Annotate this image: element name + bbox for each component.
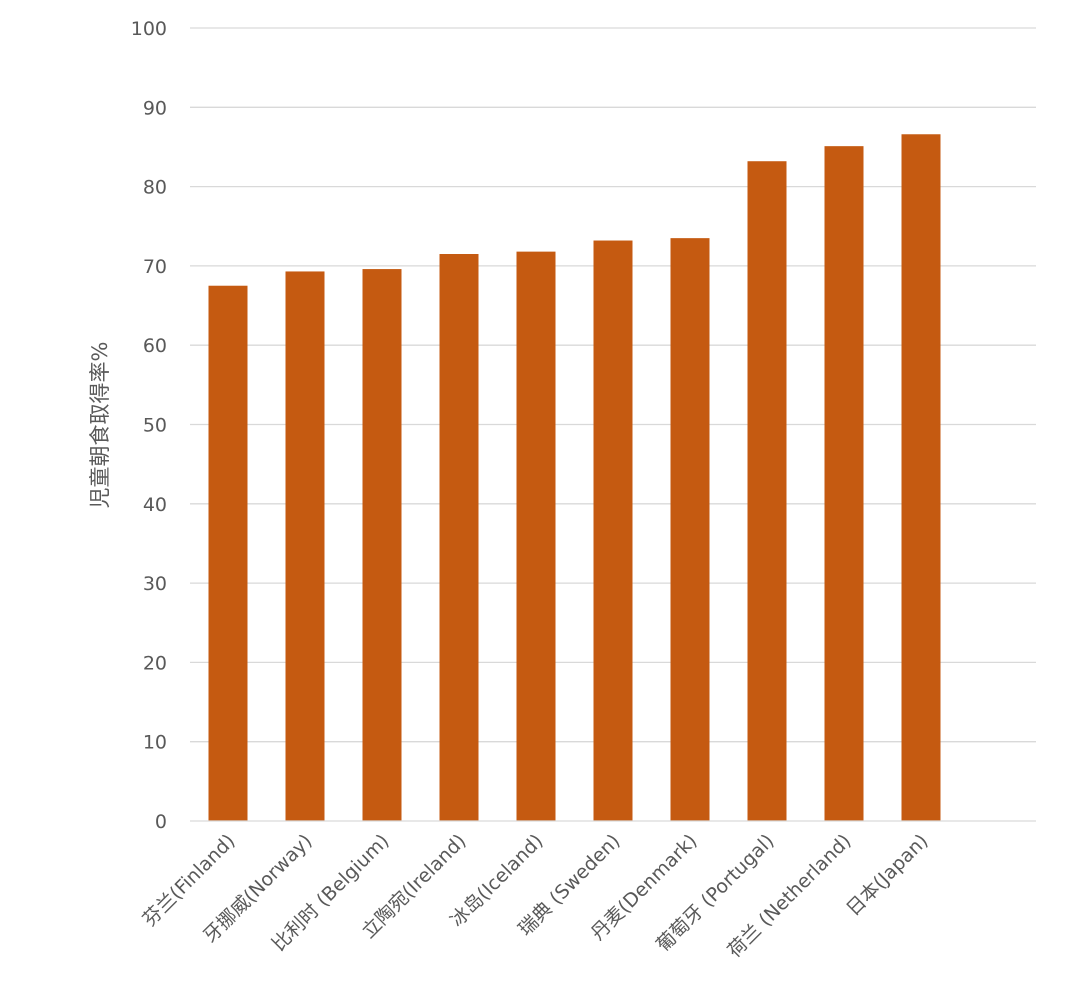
y-tick-label: 40 xyxy=(143,494,167,516)
y-tick-label: 30 xyxy=(143,573,167,595)
y-tick-label: 10 xyxy=(143,732,167,754)
y-tick-label: 100 xyxy=(131,18,167,40)
y-tick-label: 70 xyxy=(143,256,167,278)
bar xyxy=(362,269,402,821)
bar xyxy=(670,238,710,821)
bar xyxy=(285,271,325,821)
y-axis-title: 児童朝食取得率% xyxy=(88,342,112,509)
y-tick-label: 0 xyxy=(155,811,167,833)
bar xyxy=(439,254,479,821)
bar xyxy=(593,240,633,822)
bar xyxy=(208,285,248,822)
bars xyxy=(208,134,941,822)
bar xyxy=(516,251,556,822)
bar xyxy=(747,161,787,821)
bar xyxy=(824,146,864,822)
y-tick-label: 20 xyxy=(143,652,167,674)
y-tick-label: 80 xyxy=(143,177,167,199)
y-tick-label: 50 xyxy=(143,415,167,437)
y-tick-label: 90 xyxy=(143,97,167,119)
x-axis-category-labels: 芬兰(Finland)牙挪威(Norway)比利时 (Belgium)立陶宛(I… xyxy=(139,830,933,962)
bar xyxy=(901,134,941,822)
y-tick-label: 60 xyxy=(143,335,167,357)
x-category-label: 日本(Japan) xyxy=(842,830,932,920)
y-axis-ticks: 0 10 20 30 40 50 60 70 80 90 100 xyxy=(131,18,167,833)
